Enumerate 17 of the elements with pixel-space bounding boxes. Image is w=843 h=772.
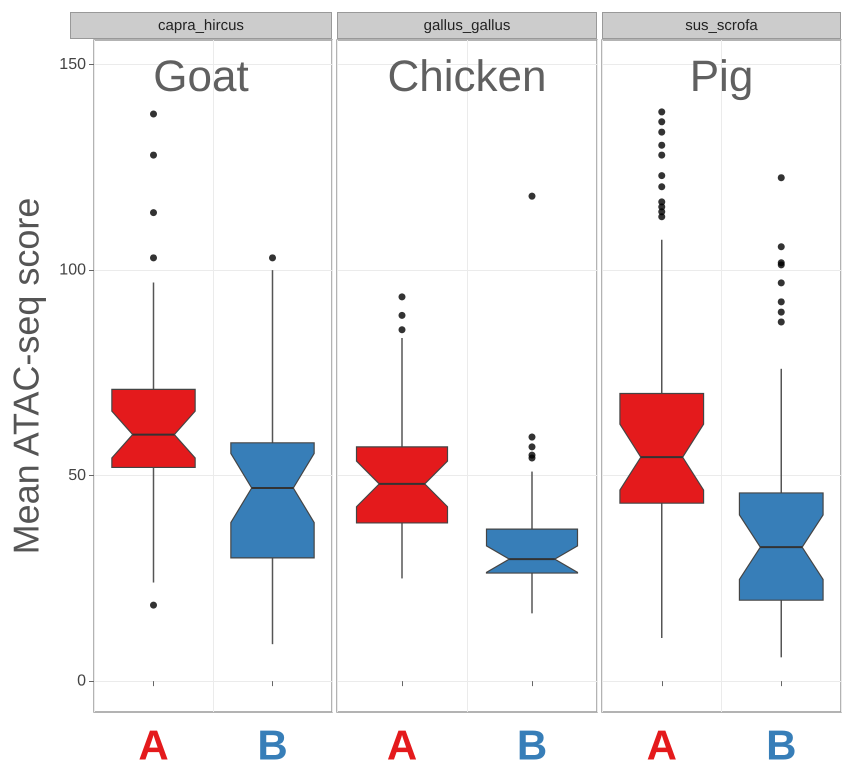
chart-title: sus_scrofa xyxy=(602,12,841,39)
chart-title: gallus_gallus xyxy=(337,12,597,39)
annotation: Goat xyxy=(153,52,249,101)
chart-title: capra_hircus xyxy=(70,12,332,39)
y-tick-label: 0 xyxy=(77,672,86,690)
y-axis-title: Mean ATAC-seq score xyxy=(6,198,46,554)
annotation: Chicken xyxy=(386,52,548,102)
x-tick-label: A xyxy=(646,722,677,768)
x-tick-label: B xyxy=(257,722,288,768)
x-tick-label: A xyxy=(386,722,418,768)
annotation: Pig xyxy=(688,52,754,102)
x-tick-label: B xyxy=(516,722,548,768)
y-tick-label: 150 xyxy=(59,56,86,74)
x-tick-label: A xyxy=(138,722,169,768)
y-tick-label: 50 xyxy=(68,467,86,484)
x-tick-label: B xyxy=(766,722,796,768)
y-tick-label: 100 xyxy=(59,262,86,279)
